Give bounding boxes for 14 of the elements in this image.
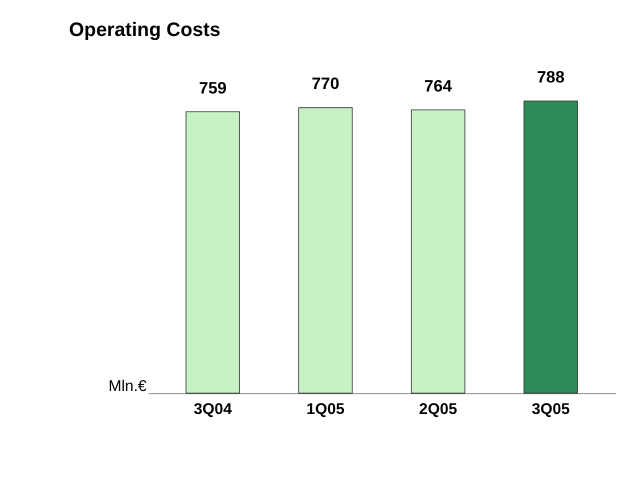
bar xyxy=(524,100,578,394)
data-label: 788 xyxy=(536,68,565,87)
x-tick-label: 3Q05 xyxy=(532,401,570,418)
y-axis-title: Mln.€ xyxy=(108,378,147,395)
x-tick-label: 2Q05 xyxy=(419,401,458,418)
chart-title: Operating Costs xyxy=(69,18,221,41)
bar xyxy=(410,110,466,394)
data-label: 770 xyxy=(312,74,340,94)
data-label: 759 xyxy=(199,78,227,98)
bar xyxy=(298,107,353,394)
x-tick-label: 3Q04 xyxy=(194,401,232,418)
data-label: 764 xyxy=(424,76,453,96)
x-tick-label: 1Q05 xyxy=(306,401,345,418)
bar xyxy=(186,111,240,394)
